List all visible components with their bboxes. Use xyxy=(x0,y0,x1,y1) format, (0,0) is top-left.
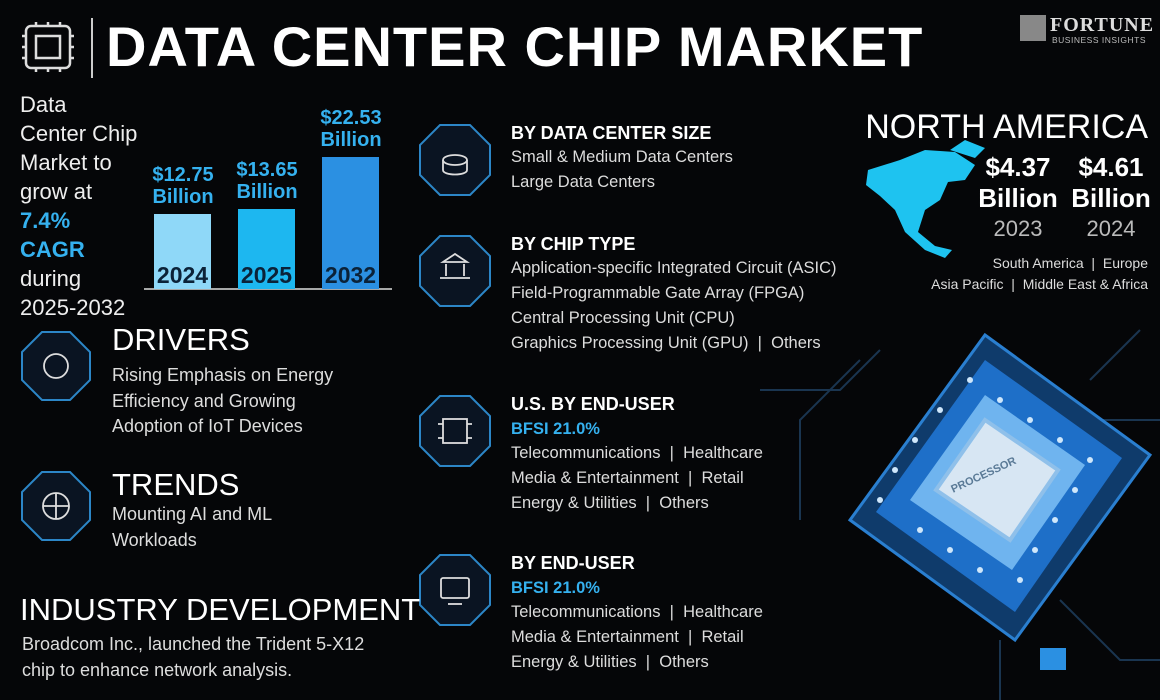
segment-title: U.S. BY END-USER xyxy=(511,394,675,414)
region-other: South America | Europe xyxy=(992,255,1148,271)
bar-year: 2024 xyxy=(156,262,209,288)
bar: 2024 xyxy=(154,214,211,289)
section-title: DRIVERS xyxy=(112,322,250,357)
data-label: $13.65 Billion xyxy=(236,159,298,204)
segment-item: Large Data Centers xyxy=(511,173,655,191)
region-year: 2023 xyxy=(993,216,1043,241)
region-other: Asia Pacific | Middle East & Africa xyxy=(931,276,1148,292)
bar: 2025 xyxy=(238,209,295,289)
segment-item: Media & Entertainment | Retail xyxy=(511,628,744,646)
region-value: $4.61 Billion xyxy=(1071,152,1151,213)
region-year: 2024 xyxy=(1086,216,1136,241)
data-label: $12.75 Billion xyxy=(152,164,214,209)
bar: 2032 xyxy=(322,157,379,289)
bar-year: 2025 xyxy=(240,262,293,288)
section-title: INDUSTRY DEVELOPMENT xyxy=(20,592,421,627)
region-value: $4.37 Billion xyxy=(978,152,1058,213)
title: DATA CENTER CHIP MARKET xyxy=(106,15,924,78)
segment-title: BY CHIP TYPE xyxy=(511,234,636,254)
growth: Data Center Chip Market to grow at 7.4% … xyxy=(20,90,138,322)
section-text: Broadcom Inc., launched the Trident 5-X1… xyxy=(22,634,365,680)
segment-item: Energy & Utilities | Others xyxy=(511,653,709,671)
segment-item: Media & Entertainment | Retail xyxy=(511,469,744,487)
bar-chart: 2024 $12.75 Billion 2025 $13.65 Billion 2032… xyxy=(144,100,392,289)
segment-title: BY END-USER xyxy=(511,553,635,573)
segment-item: Graphics Processing Unit (GPU) | Others xyxy=(511,334,821,352)
segment-highlight: BFSI 21.0% xyxy=(511,579,600,597)
segment-item: Application-specific Integrated Circuit … xyxy=(511,259,837,277)
segment-item: Telecommunications | Healthcare xyxy=(511,444,763,462)
segment-item: Field-Programmable Gate Array (FPGA) xyxy=(511,284,805,302)
brand: FORTUNE xyxy=(1050,14,1155,36)
cagr: 7.4% CAGR xyxy=(20,208,85,262)
decoration xyxy=(1040,648,1066,670)
section-title: TRENDS xyxy=(112,467,240,502)
growth-text: Data Center Chip Market to grow at xyxy=(20,92,138,204)
growth-text: during 2025-2032 xyxy=(20,266,126,320)
region-title: NORTH AMERICA xyxy=(865,108,1148,146)
data-label: $22.53 Billion xyxy=(320,107,382,151)
segment-item: Small & Medium Data Centers xyxy=(511,148,733,166)
segment-title: BY DATA CENTER SIZE xyxy=(511,123,712,143)
section-text: Rising Emphasis on Energy Efficiency and… xyxy=(112,365,334,436)
bar-year: 2032 xyxy=(324,262,377,288)
segment-item: Energy & Utilities | Others xyxy=(511,494,709,512)
brand-sub: BUSINESS INSIGHTS xyxy=(1052,35,1146,45)
map xyxy=(866,140,985,258)
segment-item: Central Processing Unit (CPU) xyxy=(511,309,735,327)
segment-item: Telecommunications | Healthcare xyxy=(511,603,763,621)
segment-highlight: BFSI 21.0% xyxy=(511,420,600,438)
section-text: Mounting AI and ML Workloads xyxy=(112,504,272,550)
